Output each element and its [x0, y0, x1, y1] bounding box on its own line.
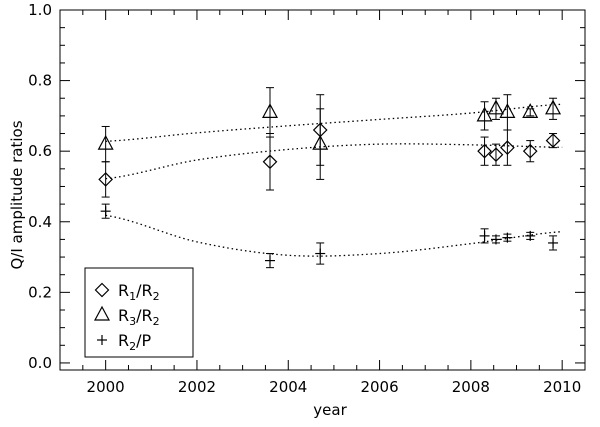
legend: R1/R2 R3/R2 R2/P	[84, 267, 194, 358]
legend-marker-diamond	[94, 282, 110, 298]
data-point-plus	[548, 237, 559, 248]
x-tick-label: 2006	[360, 378, 398, 396]
plot-frame	[59, 9, 586, 371]
data-point-triangle	[97, 134, 114, 150]
x-tick-label: 2000	[87, 378, 125, 396]
data-point-diamond	[522, 143, 538, 159]
legend-marker-plus	[97, 335, 107, 345]
y-tick-label: 0.8	[28, 72, 52, 90]
data-point-diamond	[98, 172, 114, 187]
data-point-triangle	[545, 99, 562, 115]
fit-curve-diamond	[105, 143, 563, 180]
data-point-plus	[265, 255, 275, 266]
data-point-triangle	[312, 134, 329, 150]
data-point-triangle	[261, 103, 279, 118]
y-tick-label: 1.0	[28, 1, 52, 19]
x-axis-label: year	[313, 401, 347, 419]
data-point-diamond	[477, 143, 492, 159]
x-tick-label: 2002	[178, 378, 216, 396]
legend-box	[84, 267, 194, 358]
legend-label-plus: R2/P	[118, 331, 152, 353]
data-point-plus	[490, 234, 501, 245]
data-point-plus	[525, 230, 536, 241]
data-point-diamond	[545, 133, 561, 148]
data-point-diamond	[262, 154, 278, 170]
y-tick-label: 0.6	[28, 142, 52, 160]
legend-label-triangle: R3/R2	[118, 306, 160, 328]
x-tick-label: 2004	[269, 378, 307, 396]
data-point-diamond	[488, 147, 504, 163]
y-tick-label: 0.4	[28, 213, 52, 231]
x-tick-label: 2008	[452, 378, 490, 396]
data-point-triangle	[499, 103, 516, 118]
data-point-plus	[315, 248, 326, 259]
y-tick-label: 0.2	[28, 283, 52, 301]
x-tick-label: 2010	[543, 378, 581, 396]
data-point-triangle	[487, 99, 504, 115]
legend-marker-triangle	[93, 305, 111, 321]
y-tick-label: 0.0	[28, 354, 52, 372]
data-point-plus	[502, 232, 513, 243]
data-points	[97, 87, 562, 269]
axes: 2000 2002 2004 2006 2008 2010 0.0 0.2 0.4 0.6 0.8 1…	[28, 1, 586, 396]
data-point-triangle	[522, 103, 539, 118]
data-point-diamond	[500, 140, 515, 155]
fit-curves	[105, 103, 563, 257]
y-axis-label: Q/I amplitude ratios	[8, 120, 26, 269]
legend-label-diamond: R1/R2	[118, 281, 160, 303]
data-point-plus	[100, 206, 111, 217]
data-point-plus	[479, 230, 490, 241]
